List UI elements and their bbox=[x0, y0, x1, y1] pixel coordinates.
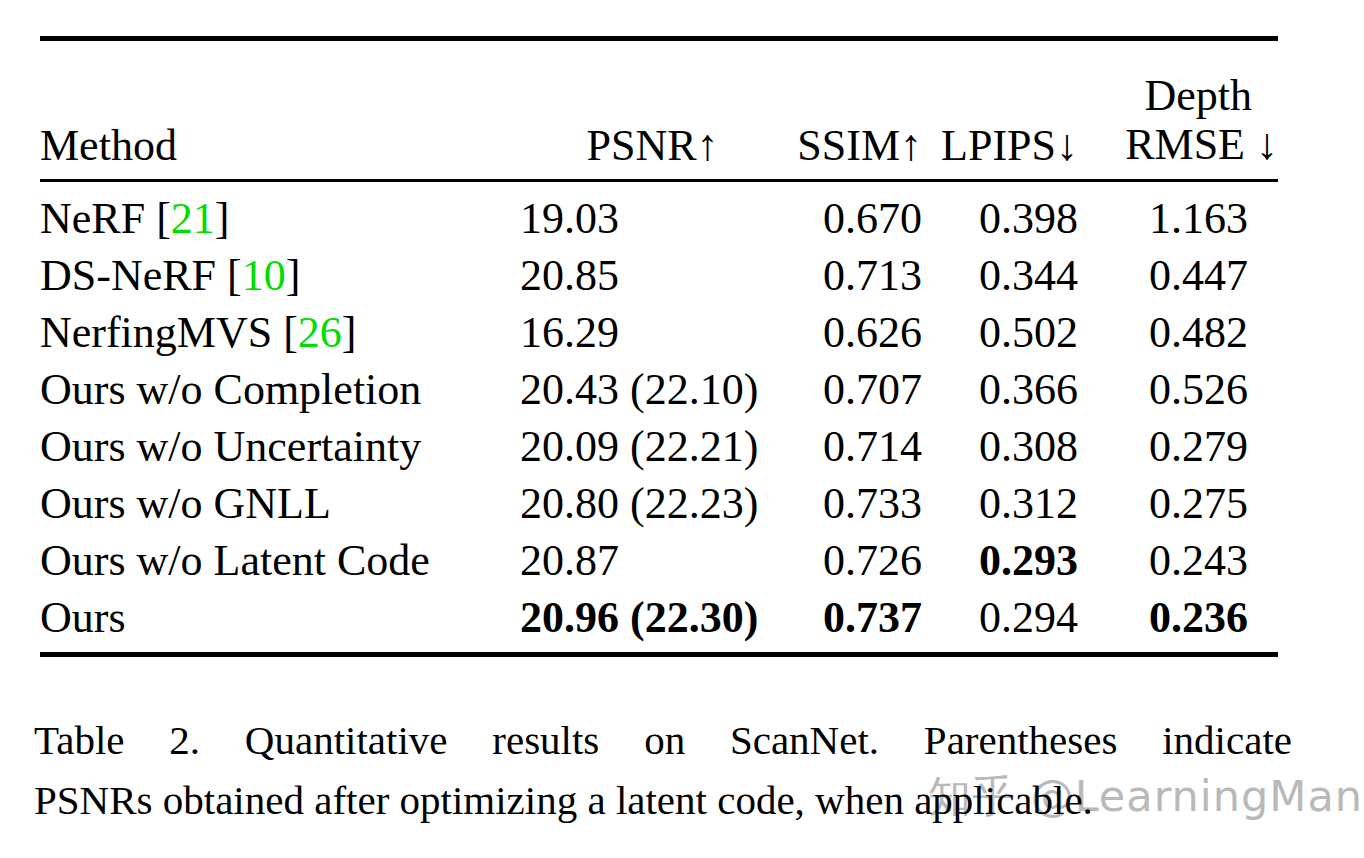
header-ssim: SSIM↑ bbox=[795, 120, 930, 171]
citation-link[interactable]: 10 bbox=[242, 251, 286, 300]
table-header-row: Method PSNR↑ SSIM↑ LPIPS↓ Depth RMSE ↓ bbox=[40, 41, 1278, 179]
method-cell: Ours w/o GNLL bbox=[40, 475, 510, 532]
ssim-cell: 0.707 bbox=[795, 361, 930, 418]
psnr-latent-value: (22.10) bbox=[630, 365, 758, 414]
table-row: Ours w/o Latent Code20.87 0.7260.2930.243 bbox=[40, 532, 1278, 589]
psnr-cell: 19.03 bbox=[510, 190, 795, 247]
psnr-cell: 20.80 (22.23) bbox=[510, 475, 795, 532]
rmse-cell: 0.526 bbox=[1090, 361, 1278, 418]
psnr-value: 20.80 bbox=[520, 479, 619, 528]
lpips-cell: 0.294 bbox=[930, 589, 1090, 646]
rmse-cell: 0.447 bbox=[1090, 247, 1278, 304]
psnr-value: 19.03 bbox=[520, 194, 619, 243]
method-cell: Ours w/o Latent Code bbox=[40, 532, 510, 589]
table-row: Ours w/o GNLL20.80 (22.23)0.7330.3120.27… bbox=[40, 475, 1278, 532]
psnr-cell: 20.96 (22.30) bbox=[510, 589, 795, 646]
citation-link[interactable]: 26 bbox=[298, 308, 342, 357]
header-rmse-line2: RMSE ↓ bbox=[1090, 119, 1278, 171]
psnr-value: 20.09 bbox=[520, 422, 619, 471]
rmse-cell: 0.482 bbox=[1090, 304, 1278, 361]
ssim-cell: 0.726 bbox=[795, 532, 930, 589]
method-cell: NerfingMVS [26] bbox=[40, 304, 510, 361]
psnr-cell: 20.09 (22.21) bbox=[510, 418, 795, 475]
lpips-cell: 0.293 bbox=[930, 532, 1090, 589]
rmse-cell: 0.243 bbox=[1090, 532, 1278, 589]
psnr-cell: 16.29 bbox=[510, 304, 795, 361]
psnr-value: 20.87 bbox=[520, 536, 619, 585]
table-row: Ours w/o Completion20.43 (22.10)0.7070.3… bbox=[40, 361, 1278, 418]
rmse-cell: 0.275 bbox=[1090, 475, 1278, 532]
psnr-latent-value: (22.30) bbox=[630, 593, 758, 642]
rmse-cell: 0.279 bbox=[1090, 418, 1278, 475]
header-method: Method bbox=[40, 120, 510, 171]
ssim-cell: 0.713 bbox=[795, 247, 930, 304]
table-row: Ours20.96 (22.30)0.7370.2940.236 bbox=[40, 589, 1278, 646]
caption-line-1: Table 2. Quantitative results on ScanNet… bbox=[34, 710, 1292, 770]
method-cell: NeRF [21] bbox=[40, 190, 510, 247]
ssim-cell: 0.733 bbox=[795, 475, 930, 532]
header-depth-rmse: Depth RMSE ↓ bbox=[1090, 73, 1278, 171]
psnr-cell: 20.87 bbox=[510, 532, 795, 589]
psnr-value: 20.43 bbox=[520, 365, 619, 414]
ssim-cell: 0.714 bbox=[795, 418, 930, 475]
psnr-value: 20.96 bbox=[520, 593, 619, 642]
lpips-cell: 0.366 bbox=[930, 361, 1090, 418]
psnr-cell: 20.85 bbox=[510, 247, 795, 304]
rmse-cell: 0.236 bbox=[1090, 589, 1278, 646]
lpips-cell: 0.502 bbox=[930, 304, 1090, 361]
lpips-cell: 0.398 bbox=[930, 190, 1090, 247]
table-row: Ours w/o Uncertainty20.09 (22.21)0.7140.… bbox=[40, 418, 1278, 475]
psnr-value: 20.85 bbox=[520, 251, 619, 300]
rmse-cell: 1.163 bbox=[1090, 190, 1278, 247]
header-psnr: PSNR↑ bbox=[510, 120, 795, 171]
table-row: NeRF [21]19.03 0.6700.3981.163 bbox=[40, 190, 1278, 247]
psnr-latent-value: (22.21) bbox=[630, 422, 758, 471]
method-cell: Ours w/o Uncertainty bbox=[40, 418, 510, 475]
caption-line-2: PSNRs obtained after optimizing a latent… bbox=[34, 770, 1292, 830]
table-caption: Table 2. Quantitative results on ScanNet… bbox=[34, 710, 1292, 830]
lpips-cell: 0.344 bbox=[930, 247, 1090, 304]
ssim-cell: 0.737 bbox=[795, 589, 930, 646]
method-cell: DS-NeRF [10] bbox=[40, 247, 510, 304]
citation-link[interactable]: 21 bbox=[171, 194, 215, 243]
psnr-cell: 20.43 (22.10) bbox=[510, 361, 795, 418]
method-cell: Ours bbox=[40, 589, 510, 646]
ssim-cell: 0.626 bbox=[795, 304, 930, 361]
ssim-cell: 0.670 bbox=[795, 190, 930, 247]
lpips-cell: 0.308 bbox=[930, 418, 1090, 475]
table-row: NerfingMVS [26]16.29 0.6260.5020.482 bbox=[40, 304, 1278, 361]
table-bottom-rule bbox=[40, 652, 1278, 657]
header-depth-line1: Depth bbox=[1090, 73, 1278, 119]
results-table: Method PSNR↑ SSIM↑ LPIPS↓ Depth RMSE ↓ N… bbox=[40, 36, 1278, 657]
table-row: DS-NeRF [10]20.85 0.7130.3440.447 bbox=[40, 247, 1278, 304]
method-cell: Ours w/o Completion bbox=[40, 361, 510, 418]
header-lpips: LPIPS↓ bbox=[930, 120, 1090, 171]
psnr-value: 16.29 bbox=[520, 308, 619, 357]
psnr-latent-value: (22.23) bbox=[630, 479, 758, 528]
lpips-cell: 0.312 bbox=[930, 475, 1090, 532]
table-body: NeRF [21]19.030.6700.3981.163DS-NeRF [10… bbox=[40, 182, 1278, 652]
